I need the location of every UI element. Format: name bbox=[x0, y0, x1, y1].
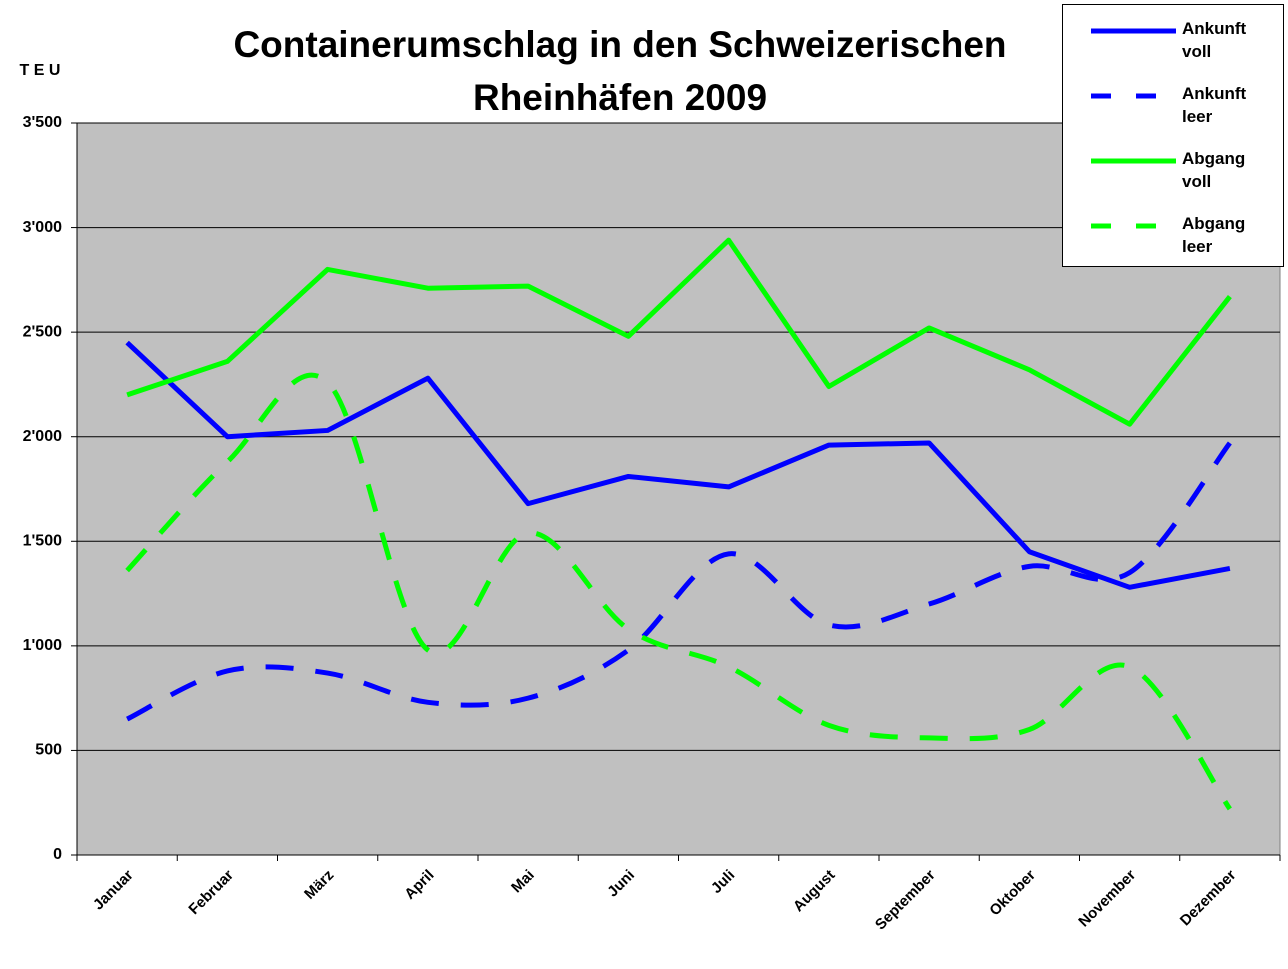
series-line bbox=[126, 237, 1232, 427]
x-tick-label: August bbox=[790, 867, 839, 916]
y-tick-label: 1'500 bbox=[23, 533, 63, 550]
series-line bbox=[125, 340, 1231, 590]
x-tick-label: Juli bbox=[708, 867, 738, 897]
legend-label: Ankunft leer bbox=[1182, 84, 1247, 126]
y-tick-label: 3'000 bbox=[23, 219, 63, 236]
chart-title: Containerumschlag in den Schweizerischen… bbox=[233, 24, 1007, 118]
x-tick-label: Februar bbox=[185, 867, 237, 919]
x-tick-label: September bbox=[872, 867, 939, 934]
legend-label: Abgang leer bbox=[1182, 214, 1246, 256]
y-axis-label: T E U bbox=[20, 62, 61, 79]
legend: Ankunft voll Ankunft leer Abgang voll Abgan… bbox=[1062, 4, 1284, 267]
x-tick-label: Oktober bbox=[986, 867, 1039, 920]
y-tick-label: 3'500 bbox=[23, 114, 63, 131]
y-tick-label: 1'000 bbox=[23, 637, 63, 654]
y-tick-label: 2'000 bbox=[23, 428, 63, 445]
legend-symbols bbox=[1091, 28, 1176, 229]
x-tick-label: November bbox=[1075, 866, 1139, 930]
x-tick-label: Januar bbox=[90, 867, 137, 914]
x-tick-label: Mai bbox=[508, 867, 538, 897]
legend-label: Abgang voll bbox=[1182, 149, 1246, 191]
x-tick-label: Dezember bbox=[1177, 867, 1240, 930]
y-tick-label: 2'500 bbox=[23, 323, 63, 340]
series-line bbox=[126, 441, 1232, 722]
x-tick-label: Juni bbox=[604, 867, 638, 901]
y-tick-label: 0 bbox=[53, 846, 62, 863]
x-tick-label: April bbox=[401, 867, 437, 903]
x-tick-label: März bbox=[301, 867, 337, 903]
series-line bbox=[125, 372, 1232, 811]
y-tick-label: 500 bbox=[35, 742, 62, 759]
legend-label: Ankunft voll bbox=[1182, 19, 1247, 61]
